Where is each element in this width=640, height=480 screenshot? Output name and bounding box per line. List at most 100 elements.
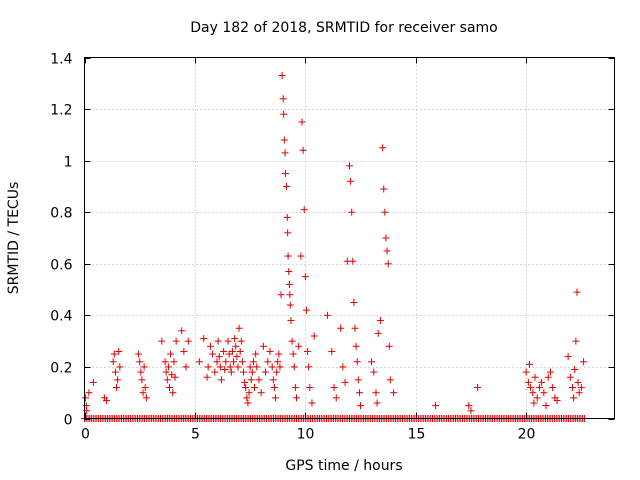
data-point xyxy=(566,373,574,381)
data-point xyxy=(252,350,260,358)
data-point xyxy=(382,234,390,242)
data-point xyxy=(350,298,358,306)
data-point xyxy=(465,402,473,410)
plot-frame xyxy=(84,57,615,419)
data-point xyxy=(546,368,554,376)
data-point xyxy=(305,363,313,371)
data-point xyxy=(169,389,177,397)
data-point xyxy=(232,342,240,350)
data-point xyxy=(163,376,171,384)
data-point xyxy=(248,368,256,376)
data-point xyxy=(140,363,148,371)
data-point xyxy=(544,373,552,381)
data-point xyxy=(142,394,150,402)
data-point xyxy=(580,358,588,366)
data-point xyxy=(161,358,169,366)
data-point xyxy=(383,247,391,255)
data-point xyxy=(379,144,387,152)
data-point xyxy=(524,378,532,386)
data-point xyxy=(380,185,388,193)
data-point xyxy=(227,368,235,376)
data-point xyxy=(279,95,287,103)
x-axis-title: GPS time / hours xyxy=(285,458,402,474)
data-point xyxy=(138,376,146,384)
data-point xyxy=(266,347,274,355)
data-point xyxy=(570,394,578,402)
y-tick-label: 0.2 xyxy=(50,361,72,377)
data-point xyxy=(538,378,546,386)
data-point xyxy=(111,368,119,376)
data-point xyxy=(574,378,582,386)
data-point xyxy=(298,118,306,126)
data-point xyxy=(288,337,296,345)
data-point xyxy=(573,288,581,296)
data-point xyxy=(171,373,179,381)
data-point xyxy=(302,306,310,314)
data-point xyxy=(235,324,243,332)
data-point xyxy=(376,317,384,325)
data-point xyxy=(290,363,298,371)
data-point xyxy=(349,257,357,265)
data-point xyxy=(530,399,538,407)
data-point xyxy=(281,170,289,178)
data-point xyxy=(116,363,124,371)
data-point xyxy=(82,394,90,402)
data-point xyxy=(291,384,299,392)
data-point xyxy=(89,378,97,386)
data-point xyxy=(200,335,208,343)
data-point xyxy=(293,394,300,402)
y-tick-label: 0.8 xyxy=(50,206,72,222)
data-point xyxy=(167,350,175,358)
data-point xyxy=(137,368,145,376)
x-tick-label: 10 xyxy=(297,427,315,443)
x-tick-label: 5 xyxy=(191,427,200,443)
data-point xyxy=(289,350,297,358)
data-point xyxy=(180,347,188,355)
data-point xyxy=(283,213,291,221)
data-point xyxy=(226,363,234,371)
data-point xyxy=(115,347,123,355)
data-point xyxy=(535,384,543,392)
data-point xyxy=(158,337,166,345)
data-point xyxy=(385,342,393,350)
data-point xyxy=(230,358,238,366)
data-point xyxy=(353,358,361,366)
data-point xyxy=(222,358,230,366)
data-points xyxy=(81,72,588,422)
data-point xyxy=(170,358,178,366)
data-point xyxy=(323,311,331,319)
data-point xyxy=(300,206,308,214)
data-point xyxy=(213,358,221,366)
data-point xyxy=(242,384,250,392)
data-point xyxy=(285,268,293,276)
data-point xyxy=(467,407,475,415)
data-point xyxy=(337,324,345,332)
y-tick-label: 1.2 xyxy=(50,103,72,119)
data-point xyxy=(268,363,276,371)
data-point xyxy=(162,368,170,376)
data-point xyxy=(347,177,355,185)
data-point xyxy=(272,394,280,402)
data-point xyxy=(301,273,309,281)
data-point xyxy=(351,324,359,332)
grid-lines xyxy=(84,57,615,419)
data-point xyxy=(525,360,533,368)
data-point xyxy=(274,358,282,366)
data-point xyxy=(251,384,259,392)
data-point xyxy=(542,402,550,410)
x-tick-label: 0 xyxy=(81,427,90,443)
data-point xyxy=(110,350,118,358)
data-point xyxy=(276,363,284,371)
data-point xyxy=(228,347,236,355)
data-point xyxy=(164,363,172,371)
data-point xyxy=(269,376,277,384)
data-point xyxy=(231,335,239,343)
data-point xyxy=(245,389,253,397)
data-point xyxy=(549,384,557,392)
y-tick-label: 0 xyxy=(64,413,73,429)
axis-ticks: 0 5 10 15 20 0 0.2 0.4 0.6 0.8 1 1.2 1.4 xyxy=(50,52,615,443)
data-point xyxy=(527,384,535,392)
data-point xyxy=(275,350,283,358)
data-point xyxy=(332,394,340,402)
data-point xyxy=(244,399,252,407)
